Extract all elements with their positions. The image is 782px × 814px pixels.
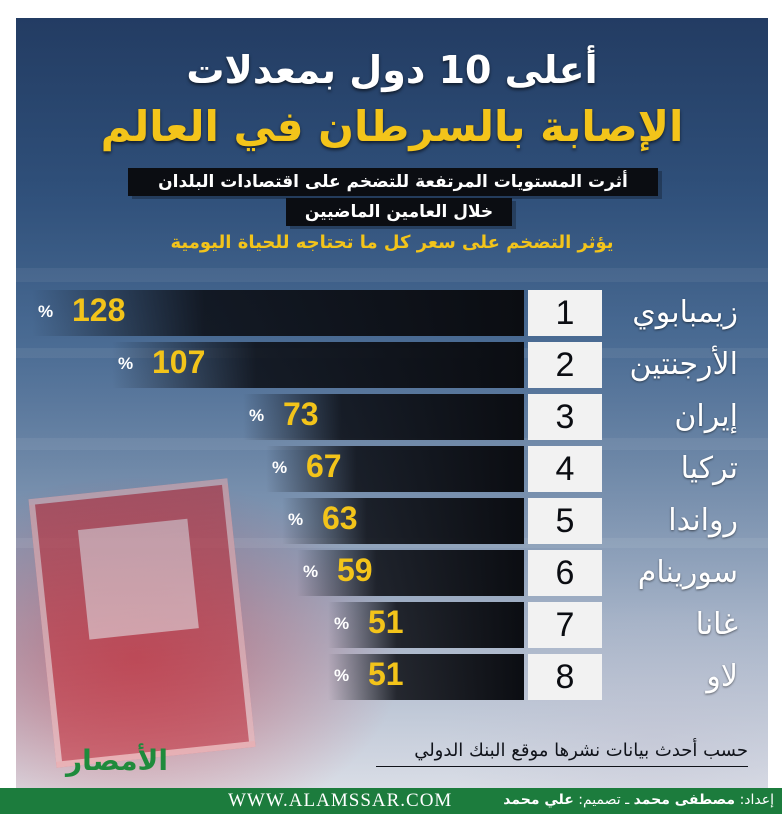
rank-label: 2 bbox=[528, 342, 602, 388]
value-label: 107 bbox=[152, 344, 206, 380]
unit-label: % bbox=[272, 458, 288, 477]
bar bbox=[328, 654, 524, 700]
bar-row: % 73 3 إيران bbox=[16, 394, 768, 440]
bar-row: % 59 6 سورينام bbox=[16, 550, 768, 596]
value-label: 51 bbox=[368, 656, 404, 692]
subtitle-line-2: خلال العامين الماضيين bbox=[286, 198, 512, 226]
bar bbox=[282, 498, 524, 544]
unit-label: % bbox=[38, 302, 54, 321]
credits-designer: علي محمد bbox=[503, 792, 574, 808]
value-label: 63 bbox=[322, 500, 358, 536]
country-label: سورينام bbox=[637, 555, 738, 590]
website-url[interactable]: WWW.ALAMSSAR.COM bbox=[228, 790, 453, 811]
country-label: زيمبابوي bbox=[632, 295, 738, 330]
bar bbox=[328, 602, 524, 648]
value-label: 59 bbox=[337, 552, 373, 588]
unit-label: % bbox=[249, 406, 265, 425]
rank-label: 7 bbox=[528, 602, 602, 648]
footer-bar bbox=[0, 788, 782, 814]
country-label: رواندا bbox=[668, 503, 738, 538]
value-label: 73 bbox=[283, 396, 319, 432]
bar-row: % 67 4 تركيا bbox=[16, 446, 768, 492]
value-label: 128 bbox=[72, 292, 126, 328]
infographic-canvas: أعلى 10 دول بمعدلات الإصابة بالسرطان في … bbox=[16, 18, 768, 788]
bar-row: % 107 2 الأرجنتين bbox=[16, 342, 768, 388]
country-label: غانا bbox=[695, 607, 738, 642]
unit-label: % bbox=[303, 562, 319, 581]
subtitle-line-1: أثرت المستويات المرتفعة للتضخم على اقتصا… bbox=[128, 168, 658, 196]
bar bbox=[266, 446, 524, 492]
country-label: الأرجنتين bbox=[629, 347, 738, 382]
unit-label: % bbox=[288, 510, 304, 529]
inflation-note: يؤثر التضخم على سعر كل ما تحتاجه للحياة … bbox=[170, 232, 614, 253]
credits-prefix: إعداد: bbox=[739, 792, 774, 808]
title-line-2: الإصابة بالسرطان في العالم bbox=[100, 102, 684, 151]
bar bbox=[112, 342, 524, 388]
bar-row: % 63 5 رواندا bbox=[16, 498, 768, 544]
rank-label: 1 bbox=[528, 290, 602, 336]
credits-author: مصطفى محمد bbox=[633, 792, 736, 808]
alamssar-logo: الأمصار bbox=[66, 744, 169, 777]
unit-label: % bbox=[334, 666, 350, 685]
bar bbox=[243, 394, 524, 440]
bar-row: % 128 1 زيمبابوي bbox=[16, 290, 768, 336]
rank-label: 8 bbox=[528, 654, 602, 700]
country-label: لاو bbox=[706, 659, 738, 694]
rank-label: 4 bbox=[528, 446, 602, 492]
bar-row: % 51 8 لاو bbox=[16, 654, 768, 700]
country-label: تركيا bbox=[680, 451, 738, 486]
value-label: 51 bbox=[368, 604, 404, 640]
country-label: إيران bbox=[674, 399, 738, 434]
unit-label: % bbox=[334, 614, 350, 633]
rank-label: 5 bbox=[528, 498, 602, 544]
bar-row: % 51 7 غانا bbox=[16, 602, 768, 648]
rank-label: 6 bbox=[528, 550, 602, 596]
credits: إعداد: مصطفى محمد ـ تصميم: علي محمد bbox=[474, 792, 774, 808]
bar bbox=[297, 550, 524, 596]
source-note: حسب أحدث بيانات نشرها موقع البنك الدولي bbox=[414, 740, 748, 761]
title-line-1: أعلى 10 دول بمعدلات bbox=[186, 48, 598, 92]
value-label: 67 bbox=[306, 448, 342, 484]
rank-label: 3 bbox=[528, 394, 602, 440]
credits-mid: ـ تصميم: bbox=[578, 792, 630, 808]
bar bbox=[32, 290, 524, 336]
source-divider bbox=[376, 766, 748, 767]
unit-label: % bbox=[118, 354, 134, 373]
